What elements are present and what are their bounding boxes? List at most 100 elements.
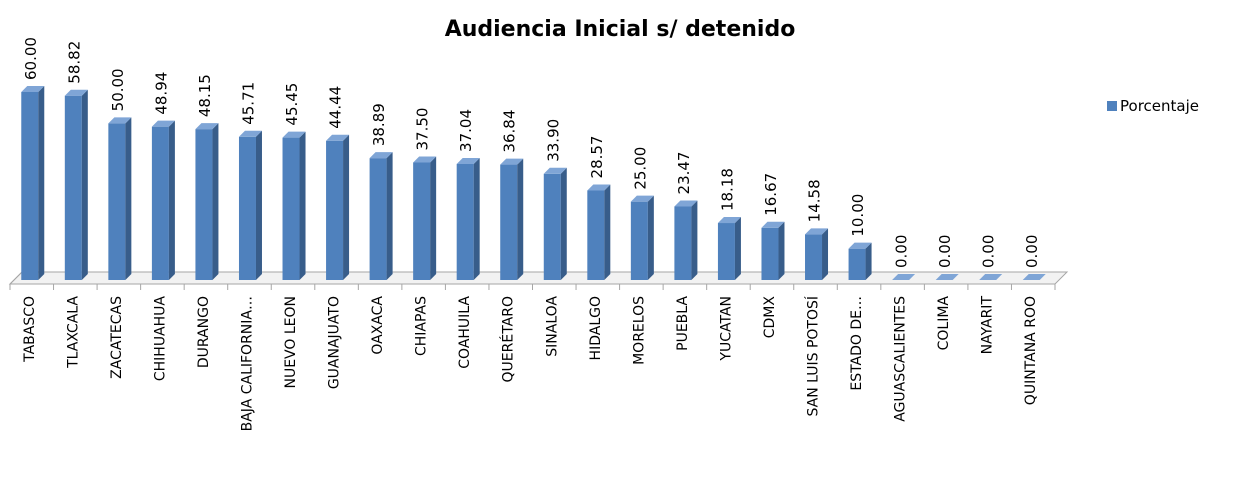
bar-side: [473, 157, 480, 280]
bar-front: [282, 137, 300, 280]
bar-top: [587, 184, 611, 191]
bar-side: [255, 130, 262, 280]
x-tick-label: TABASCO: [22, 296, 38, 363]
value-label: 0.00: [893, 235, 911, 268]
bar-side: [38, 86, 45, 280]
bar-front: [543, 173, 561, 280]
x-tick-label: TLAXCALA: [65, 296, 81, 369]
bar: [587, 184, 611, 280]
value-label: 18.18: [718, 168, 736, 211]
value-label: 37.04: [457, 109, 475, 152]
x-tick-label: SINALOA: [544, 296, 560, 357]
value-label: 16.67: [762, 173, 780, 216]
bar: [326, 134, 350, 280]
bar-front: [195, 129, 213, 280]
bar-front: [805, 234, 823, 280]
value-label: 37.50: [414, 108, 432, 151]
bar-top: [892, 274, 916, 280]
value-label: 25.00: [631, 147, 649, 190]
x-tick-label: CDMX: [762, 296, 778, 339]
bar-front: [761, 227, 779, 280]
bar-top: [21, 86, 45, 92]
bar: [674, 200, 698, 280]
value-label: 60.00: [22, 37, 40, 80]
bar-side: [299, 131, 306, 280]
x-tick-label: OAXACA: [370, 296, 386, 355]
value-label: 0.00: [1023, 235, 1041, 268]
bar: [413, 156, 437, 280]
bar: [717, 217, 741, 280]
bar-top: [456, 157, 480, 164]
bar-side: [430, 156, 437, 280]
bar: [761, 221, 785, 280]
bar: [543, 167, 567, 280]
bar: [151, 120, 175, 280]
bar: [238, 130, 262, 280]
bar-top: [151, 120, 175, 127]
bar-side: [386, 152, 393, 280]
bar-front: [151, 126, 169, 280]
bar-front: [413, 162, 431, 280]
bar: [21, 86, 45, 280]
value-label: 50.00: [109, 68, 127, 111]
bar-side: [560, 167, 567, 280]
bar: [935, 274, 959, 280]
legend-label: Porcentaje: [1120, 97, 1199, 115]
chart-title: Audiencia Inicial s/ detenido: [445, 17, 796, 42]
bar-top: [195, 123, 219, 130]
bar-top: [761, 221, 785, 228]
x-tick-label: HIDALGO: [588, 296, 604, 360]
bar-top: [238, 130, 262, 137]
bar-front: [630, 201, 648, 280]
bar-front: [456, 163, 474, 280]
bar-top: [630, 195, 654, 202]
bar-top: [935, 274, 959, 280]
value-label: 23.47: [675, 152, 693, 195]
value-label: 14.58: [806, 179, 824, 222]
x-tick-label: QUERÉTARO: [500, 296, 517, 382]
x-tick-label: ZACATECAS: [109, 296, 125, 379]
bar-front: [587, 190, 605, 280]
value-label: 28.57: [588, 136, 606, 179]
legend-swatch: [1107, 101, 1117, 111]
bar: [848, 242, 872, 280]
x-tick-label: MORELOS: [631, 296, 647, 365]
x-tick-label: PUEBLA: [675, 296, 691, 351]
bar-top: [64, 89, 88, 96]
value-label: 33.90: [544, 119, 562, 162]
bar: [1022, 274, 1046, 280]
bar-top: [805, 228, 829, 235]
bar-top: [500, 158, 524, 165]
value-label: 45.71: [239, 82, 257, 125]
bar: [108, 117, 132, 280]
bar-top: [108, 117, 132, 124]
bar-front: [326, 140, 344, 280]
bar-top: [674, 200, 698, 207]
x-tick-label: YUCATAN: [718, 296, 734, 362]
bar: [369, 152, 393, 280]
bar-top: [979, 274, 1003, 280]
bar-front: [717, 223, 735, 280]
bar-side: [865, 242, 872, 280]
bar-top: [413, 156, 437, 163]
value-label: 10.00: [849, 194, 867, 237]
bar-top: [282, 131, 306, 138]
bar-side: [81, 89, 88, 281]
bar-front: [500, 164, 518, 280]
value-label: 38.89: [370, 103, 388, 146]
bar-front: [238, 136, 256, 280]
bar: [64, 89, 88, 281]
value-label: 48.94: [152, 72, 170, 115]
bar-top: [1022, 274, 1046, 280]
bar-top: [717, 217, 741, 224]
x-tick-label: DURANGO: [196, 296, 212, 368]
bar-top: [326, 134, 350, 141]
value-label: 0.00: [980, 235, 998, 268]
bar: [892, 274, 916, 280]
x-tick-label: CHIHUAHUA: [152, 296, 168, 382]
bar-side: [212, 123, 219, 280]
value-label: 36.84: [501, 110, 519, 153]
bar-front: [848, 248, 866, 280]
bar-front: [108, 123, 126, 280]
bar: [500, 158, 524, 280]
